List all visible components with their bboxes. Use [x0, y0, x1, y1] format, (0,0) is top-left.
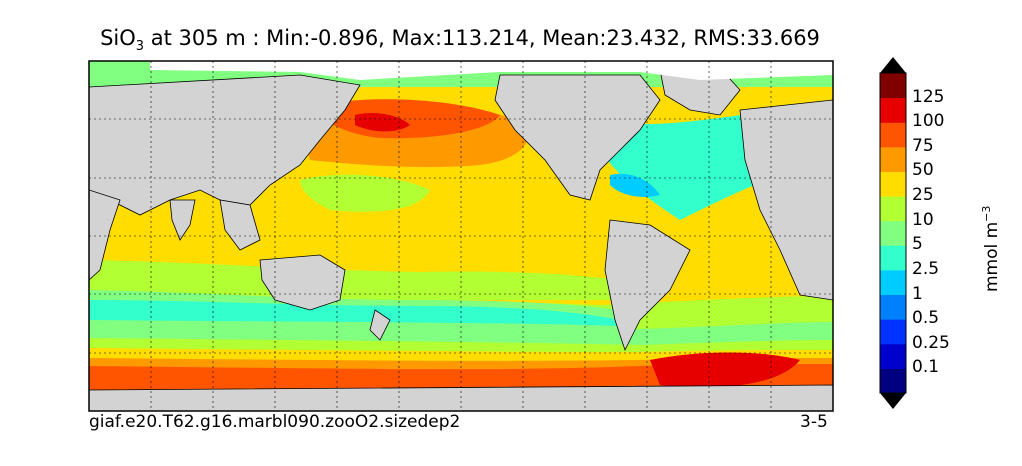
colorbar-label-text: mmol m	[981, 221, 1002, 293]
colorbar-segment	[880, 220, 906, 246]
colorbar-segment	[880, 97, 906, 123]
colorbar-label-exponent: −3	[980, 205, 994, 222]
map-grid	[89, 61, 833, 411]
title-variable: SiO	[100, 26, 136, 50]
colorbar-tick-label: 50	[912, 160, 934, 181]
colorbar-tick-label: 5	[912, 234, 923, 255]
colorbar-segment	[880, 319, 906, 345]
colorbar-tick-label: 10	[912, 209, 934, 230]
colorbar-segment	[880, 269, 906, 296]
title-variable-subscript: 3	[135, 39, 145, 54]
case-name: giaf.e20.T62.g16.marbl090.zooO2.sizedep2	[89, 412, 461, 432]
colorbar-segment	[880, 294, 906, 320]
colorbar-tick-label: 75	[912, 135, 934, 156]
colorbar-segment	[880, 196, 906, 222]
colorbar-tick-label: 0.25	[912, 332, 950, 353]
colorbar-extend-max	[880, 57, 906, 73]
colorbar-tick-label: 2.5	[912, 258, 940, 279]
colorbar-tick-label: 125	[912, 86, 945, 107]
colorbar-segment	[880, 146, 906, 172]
colorbar-frame	[879, 72, 907, 394]
title-stats: at 305 m : Min:-0.896, Max:113.214, Mean…	[144, 26, 820, 50]
colorbar-segment	[880, 122, 906, 148]
colorbar-tick-label: 25	[912, 185, 934, 206]
colorbar-segment	[880, 171, 906, 197]
colorbar	[879, 57, 907, 409]
colorbar-tick-label: 1	[912, 283, 923, 304]
colorbar-tick-label: 0.1	[912, 357, 940, 378]
colorbar-segment	[880, 73, 906, 99]
plot-title: SiO3 at 305 m : Min:-0.896, Max:113.214,…	[0, 26, 920, 54]
map-border	[88, 60, 834, 412]
land-masses	[89, 67, 833, 411]
colorbar-segment	[880, 245, 906, 271]
year-range: 3-5	[800, 412, 828, 432]
colorbar-segment	[880, 368, 906, 394]
colorbar-label: mmol m−3	[980, 194, 1002, 304]
colorbar-tick-label: 0.5	[912, 308, 940, 329]
colorbar-extend-min	[880, 393, 906, 409]
colorbar-tick-label: 100	[912, 111, 945, 132]
colorbar-segment	[880, 343, 906, 369]
map-field	[89, 61, 833, 411]
